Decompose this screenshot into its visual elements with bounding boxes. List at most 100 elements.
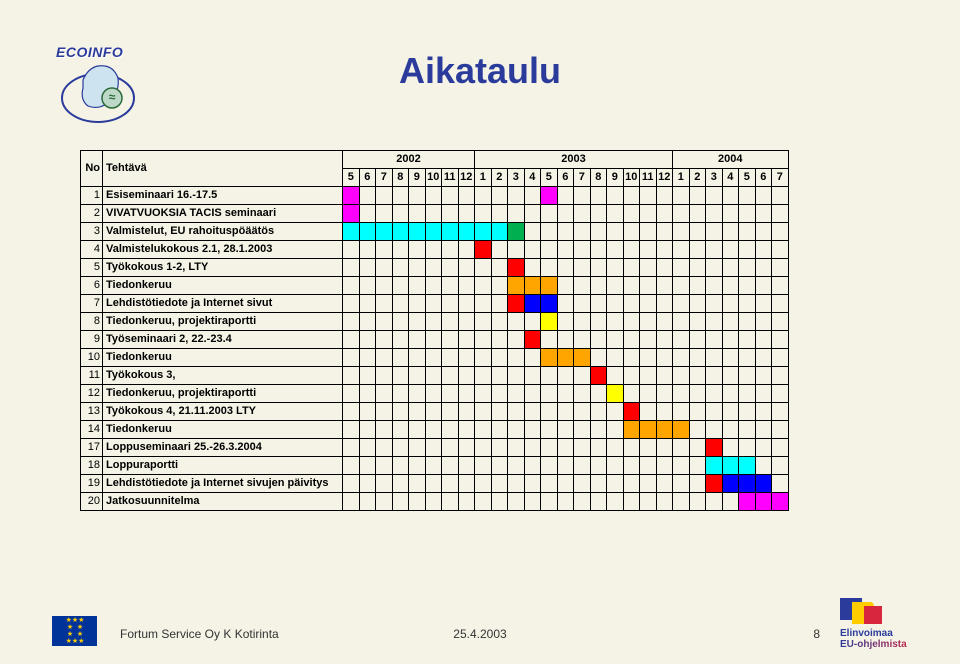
gantt-cell [409,385,426,403]
header-month: 4 [524,169,541,187]
gantt-cell [623,457,640,475]
header-month: 6 [557,169,574,187]
header-month: 8 [392,169,409,187]
gantt-cell [343,349,360,367]
gantt-cell [541,277,558,295]
gantt-cell [491,421,508,439]
gantt-cell [755,313,772,331]
gantt-cell [656,259,673,277]
gantt-cell [607,241,624,259]
header-month: 7 [574,169,591,187]
gantt-cell [574,475,591,493]
gantt-cell [541,331,558,349]
gantt-row: 11Työkokous 3, [81,367,789,385]
gantt-cell [574,223,591,241]
gantt-cell [425,403,442,421]
gantt-cell [442,403,459,421]
gantt-row: 14Tiedonkeruu [81,421,789,439]
gantt-cell [574,295,591,313]
gantt-cell [557,259,574,277]
gantt-cell [607,313,624,331]
gantt-cell [722,385,739,403]
gantt-cell [607,205,624,223]
gantt-cell [739,223,756,241]
row-task: Tiedonkeruu [103,421,343,439]
gantt-cell [706,475,723,493]
gantt-cell [442,349,459,367]
gantt-cell [689,475,706,493]
gantt-cell [673,277,690,295]
gantt-cell [574,403,591,421]
row-task: Työkokous 4, 21.11.2003 LTY [103,403,343,421]
gantt-cell [524,241,541,259]
gantt-cell [623,223,640,241]
gantt-cell [689,367,706,385]
gantt-cell [442,187,459,205]
row-task: Työkokous 3, [103,367,343,385]
gantt-cell [722,421,739,439]
header-month: 11 [640,169,657,187]
gantt-cell [623,475,640,493]
row-number: 10 [81,349,103,367]
gantt-cell [640,259,657,277]
gantt-cell [475,403,492,421]
gantt-row: 20Jatkosuunnitelma [81,493,789,511]
gantt-cell [524,187,541,205]
gantt-cell [673,295,690,313]
header-month: 11 [442,169,459,187]
gantt-cell [722,331,739,349]
gantt-cell [392,439,409,457]
gantt-cell [376,295,393,313]
gantt-cell [689,421,706,439]
gantt-cell [409,493,426,511]
gantt-cell [755,223,772,241]
gantt-cell [607,349,624,367]
gantt-cell [458,223,475,241]
row-number: 5 [81,259,103,277]
gantt-cell [409,313,426,331]
gantt-cell [475,241,492,259]
page-title: Aikataulu [0,50,960,92]
gantt-cell [376,385,393,403]
gantt-cell [442,259,459,277]
gantt-cell [541,241,558,259]
gantt-cell [557,367,574,385]
row-number: 17 [81,439,103,457]
gantt-cell [343,205,360,223]
gantt-cell [706,349,723,367]
gantt-cell [772,223,789,241]
gantt-cell [541,349,558,367]
row-number: 13 [81,403,103,421]
gantt-cell [574,421,591,439]
gantt-cell [442,331,459,349]
gantt-chart: NoTehtävä2002200320045678910111212345678… [80,150,789,511]
gantt-cell [359,457,376,475]
row-number: 19 [81,475,103,493]
gantt-row: 5Työkokous 1-2, LTY [81,259,789,277]
gantt-row: 1Esiseminaari 16.-17.5 [81,187,789,205]
gantt-cell [491,457,508,475]
gantt-cell [557,187,574,205]
gantt-cell [343,259,360,277]
gantt-cell [739,475,756,493]
gantt-cell [409,457,426,475]
gantt-cell [656,457,673,475]
gantt-cell [722,205,739,223]
gantt-cell [640,223,657,241]
gantt-cell [343,439,360,457]
gantt-cell [425,475,442,493]
gantt-cell [640,457,657,475]
gantt-cell [508,385,525,403]
gantt-cell [739,385,756,403]
header-year: 2004 [673,151,789,169]
gantt-cell [706,367,723,385]
gantt-cell [590,349,607,367]
gantt-cell [541,421,558,439]
gantt-cell [425,205,442,223]
gantt-cell [524,439,541,457]
gantt-cell [656,313,673,331]
gantt-cell [359,349,376,367]
gantt-cell [739,493,756,511]
gantt-cell [409,295,426,313]
gantt-cell [574,331,591,349]
